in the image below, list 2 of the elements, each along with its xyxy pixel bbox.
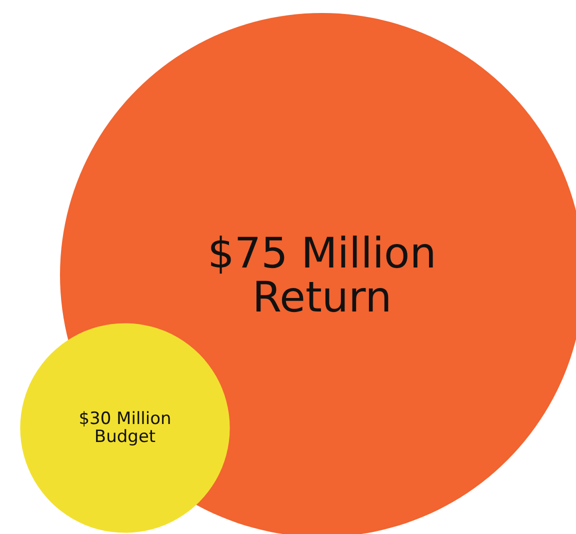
category-label: Budget [94, 426, 156, 447]
data-label: $30 Million [78, 409, 172, 430]
